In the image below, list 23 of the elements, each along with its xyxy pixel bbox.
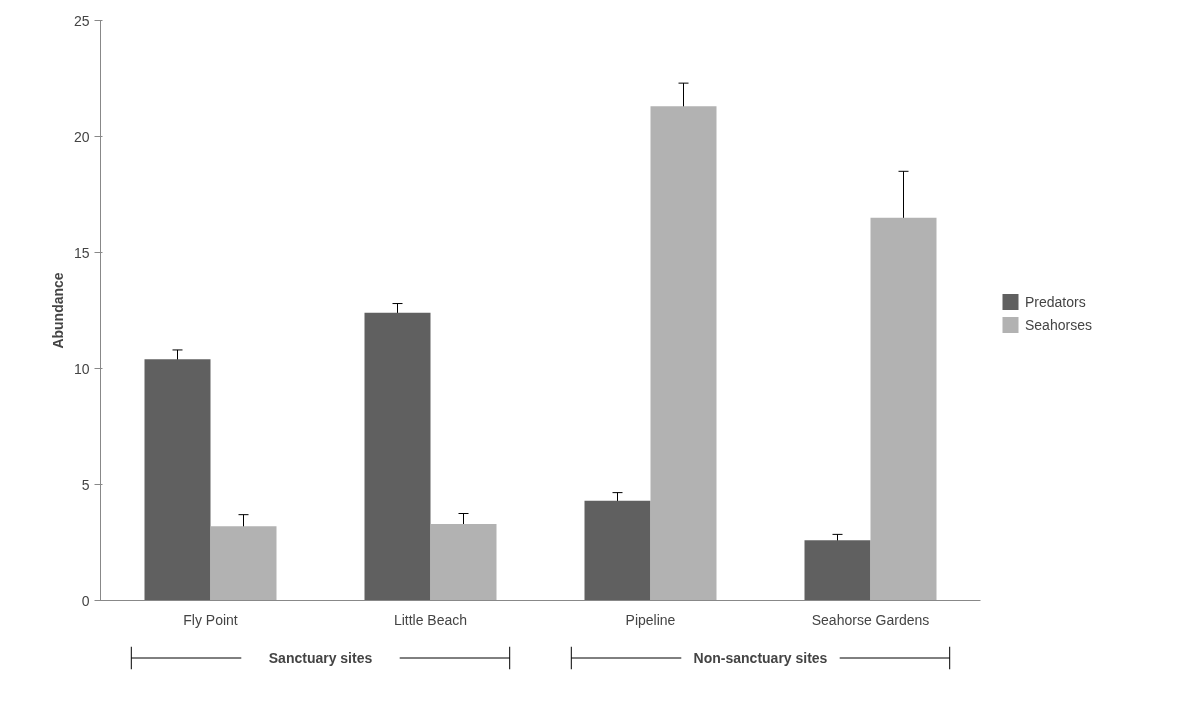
bar	[804, 540, 871, 601]
y-axis-title: Abundance	[49, 272, 66, 349]
legend-label: Predators	[1025, 293, 1086, 309]
y-tick-label: 20	[73, 128, 90, 145]
bar	[650, 106, 717, 601]
x-tick-label: Pipeline	[625, 611, 676, 628]
y-tick-label: 25	[73, 12, 90, 29]
x-tick-label: Little Beach	[393, 611, 468, 628]
text: Non-sanctuary sites	[693, 650, 828, 666]
y-tick-label: 0	[81, 592, 90, 609]
bar	[144, 359, 211, 601]
legend-label: Seahorses	[1025, 316, 1092, 332]
bar	[364, 312, 431, 601]
x-tick-label: Seahorse Gardens	[811, 611, 930, 628]
text: Sanctuary sites	[268, 650, 373, 666]
y-tick-label: 5	[81, 476, 90, 493]
bar	[870, 217, 937, 601]
bar	[430, 523, 497, 601]
bar	[210, 526, 277, 601]
x-tick-label: Fly Point	[183, 611, 238, 628]
y-tick-label: 10	[73, 360, 90, 377]
y-tick-label: 15	[73, 244, 90, 261]
bar	[584, 500, 651, 601]
